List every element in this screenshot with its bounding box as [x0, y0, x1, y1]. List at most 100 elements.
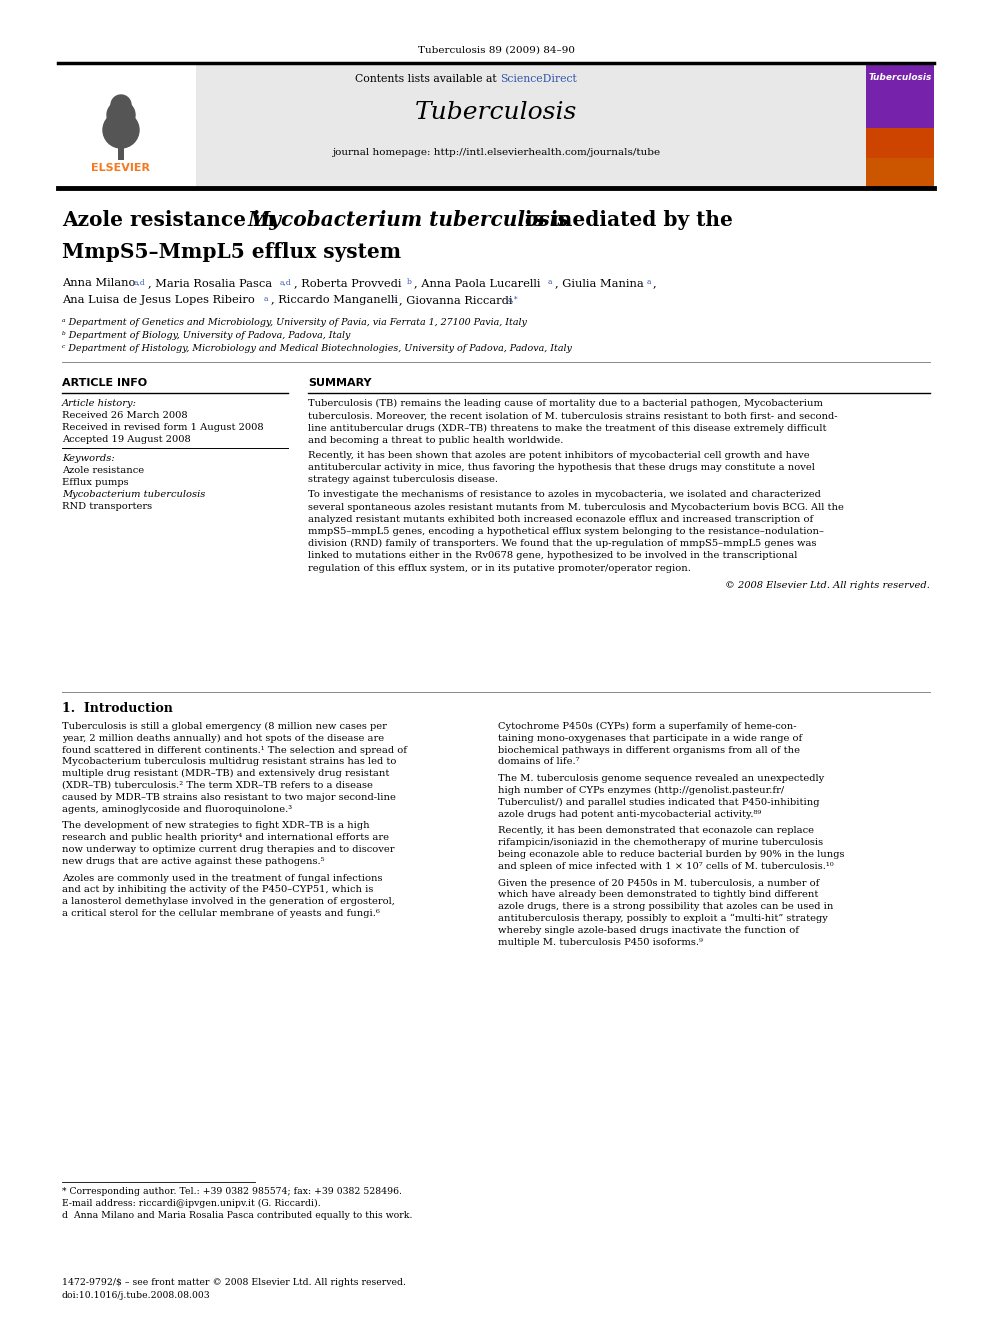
Text: a,d: a,d [134, 278, 146, 286]
FancyBboxPatch shape [866, 64, 934, 128]
Text: and act by inhibiting the activity of the P450–CYP51, which is: and act by inhibiting the activity of th… [62, 885, 373, 894]
Text: ᶜ Department of Histology, Microbiology and Medical Biotechnologies, University : ᶜ Department of Histology, Microbiology … [62, 344, 571, 353]
Text: ᵃ Department of Genetics and Microbiology, University of Pavia, via Ferrata 1, 2: ᵃ Department of Genetics and Microbiolog… [62, 318, 527, 327]
Text: E-mail address: riccardi@ipvgen.unipv.it (G. Riccardi).: E-mail address: riccardi@ipvgen.unipv.it… [62, 1199, 320, 1208]
Text: ARTICLE INFO: ARTICLE INFO [62, 378, 147, 388]
Text: azole drugs had potent anti-mycobacterial activity.⁸⁹: azole drugs had potent anti-mycobacteria… [498, 810, 761, 819]
Text: b: b [407, 278, 412, 286]
Text: linked to mutations either in the Rv0678 gene, hypothesized to be involved in th: linked to mutations either in the Rv0678… [308, 552, 798, 561]
Text: To investigate the mechanisms of resistance to azoles in mycobacteria, we isolat: To investigate the mechanisms of resista… [308, 491, 820, 499]
Text: , Anna Paola Lucarelli: , Anna Paola Lucarelli [414, 278, 541, 288]
Text: ScienceDirect: ScienceDirect [500, 74, 576, 83]
Text: 1.  Introduction: 1. Introduction [62, 703, 173, 714]
Text: Anna Milano: Anna Milano [62, 278, 135, 288]
Text: Tuberculist/) and parallel studies indicated that P450-inhibiting: Tuberculist/) and parallel studies indic… [498, 798, 819, 807]
Circle shape [111, 95, 131, 115]
Text: multiple drug resistant (MDR–TB) and extensively drug resistant: multiple drug resistant (MDR–TB) and ext… [62, 769, 390, 778]
Text: Received 26 March 2008: Received 26 March 2008 [62, 411, 187, 419]
Text: , Riccardo Manganelli: , Riccardo Manganelli [271, 295, 398, 306]
Text: Article history:: Article history: [62, 400, 137, 407]
Circle shape [107, 101, 135, 130]
Text: Azole resistance in: Azole resistance in [62, 210, 283, 230]
Text: 1472-9792/$ – see front matter © 2008 Elsevier Ltd. All rights reserved.: 1472-9792/$ – see front matter © 2008 El… [62, 1278, 406, 1287]
Text: Mycobacterium tuberculosis multidrug resistant strains has led to: Mycobacterium tuberculosis multidrug res… [62, 757, 397, 766]
Text: RND transporters: RND transporters [62, 501, 152, 511]
Text: found scattered in different continents.¹ The selection and spread of: found scattered in different continents.… [62, 746, 407, 754]
Text: Mycobacterium tuberculosis: Mycobacterium tuberculosis [62, 490, 205, 499]
Text: ELSEVIER: ELSEVIER [91, 163, 151, 173]
Text: The development of new strategies to fight XDR–TB is a high: The development of new strategies to fig… [62, 822, 370, 831]
Text: doi:10.1016/j.tube.2008.08.003: doi:10.1016/j.tube.2008.08.003 [62, 1291, 210, 1301]
Text: which have already been demonstrated to tightly bind different: which have already been demonstrated to … [498, 890, 818, 900]
Text: antituberculosis therapy, possibly to exploit a “multi-hit” strategy: antituberculosis therapy, possibly to ex… [498, 914, 828, 923]
Text: whereby single azole-based drugs inactivate the function of: whereby single azole-based drugs inactiv… [498, 926, 799, 935]
Circle shape [103, 112, 139, 148]
Text: analyzed resistant mutants exhibited both increased econazole efflux and increas: analyzed resistant mutants exhibited bot… [308, 515, 813, 524]
Text: regulation of this efflux system, or in its putative promoter/operator region.: regulation of this efflux system, or in … [308, 564, 690, 573]
Text: Accepted 19 August 2008: Accepted 19 August 2008 [62, 435, 190, 445]
Text: agents, aminoglycoside and fluoroquinolone.³: agents, aminoglycoside and fluoroquinolo… [62, 804, 292, 814]
Text: ᵇ Department of Biology, University of Padova, Padova, Italy: ᵇ Department of Biology, University of P… [62, 331, 350, 340]
Text: azole drugs, there is a strong possibility that azoles can be used in: azole drugs, there is a strong possibili… [498, 902, 833, 912]
Text: Ana Luisa de Jesus Lopes Ribeiro: Ana Luisa de Jesus Lopes Ribeiro [62, 295, 255, 306]
Text: Azole resistance: Azole resistance [62, 466, 144, 475]
Text: Cytochrome P450s (CYPs) form a superfamily of heme-con-: Cytochrome P450s (CYPs) form a superfami… [498, 722, 797, 732]
Text: , Giulia Manina: , Giulia Manina [555, 278, 644, 288]
Text: now underway to optimize current drug therapies and to discover: now underway to optimize current drug th… [62, 845, 395, 855]
Text: biochemical pathways in different organisms from all of the: biochemical pathways in different organi… [498, 746, 800, 754]
Text: Mycobacterium tuberculosis: Mycobacterium tuberculosis [248, 210, 569, 230]
Text: and becoming a threat to public health worldwide.: and becoming a threat to public health w… [308, 435, 563, 445]
Text: a critical sterol for the cellular membrane of yeasts and fungi.⁶: a critical sterol for the cellular membr… [62, 909, 380, 918]
Text: , Roberta Provvedi: , Roberta Provvedi [294, 278, 402, 288]
Text: rifampicin/isoniazid in the chemotherapy of murine tuberculosis: rifampicin/isoniazid in the chemotherapy… [498, 839, 823, 847]
Text: tuberculosis. Moreover, the recent isolation of M. tuberculosis strains resistan: tuberculosis. Moreover, the recent isola… [308, 411, 837, 421]
Text: several spontaneous azoles resistant mutants from M. tuberculosis and Mycobacter: several spontaneous azoles resistant mut… [308, 503, 844, 512]
Text: a: a [264, 295, 269, 303]
Text: * Corresponding author. Tel.: +39 0382 985574; fax: +39 0382 528496.: * Corresponding author. Tel.: +39 0382 9… [62, 1187, 402, 1196]
Text: domains of life.⁷: domains of life.⁷ [498, 757, 579, 766]
Text: line antitubercular drugs (XDR–TB) threatens to make the treatment of this disea: line antitubercular drugs (XDR–TB) threa… [308, 423, 826, 433]
Text: c: c [392, 295, 396, 303]
Text: research and public health priority⁴ and international efforts are: research and public health priority⁴ and… [62, 833, 389, 843]
FancyBboxPatch shape [866, 128, 934, 157]
Text: new drugs that are active against these pathogens.⁵: new drugs that are active against these … [62, 857, 324, 865]
Text: mmpS5–mmpL5 genes, encoding a hypothetical efflux system belonging to the resist: mmpS5–mmpL5 genes, encoding a hypothetic… [308, 527, 824, 536]
Text: a: a [548, 278, 553, 286]
Text: Contents lists available at: Contents lists available at [355, 74, 500, 83]
Text: being econazole able to reduce bacterial burden by 90% in the lungs: being econazole able to reduce bacterial… [498, 849, 844, 859]
Text: Efflux pumps: Efflux pumps [62, 478, 129, 487]
Text: Recently, it has been shown that azoles are potent inhibitors of mycobacterial c: Recently, it has been shown that azoles … [308, 451, 809, 460]
Text: strategy against tuberculosis disease.: strategy against tuberculosis disease. [308, 475, 498, 484]
Text: ,: , [653, 278, 657, 288]
Text: Recently, it has been demonstrated that econazole can replace: Recently, it has been demonstrated that … [498, 827, 814, 835]
FancyBboxPatch shape [58, 64, 196, 188]
Text: Tuberculosis: Tuberculosis [415, 101, 577, 124]
Text: Received in revised form 1 August 2008: Received in revised form 1 August 2008 [62, 423, 264, 433]
Text: , Maria Rosalia Pasca: , Maria Rosalia Pasca [148, 278, 272, 288]
Text: MmpS5–MmpL5 efflux system: MmpS5–MmpL5 efflux system [62, 242, 401, 262]
Text: a,d: a,d [280, 278, 292, 286]
Text: The M. tuberculosis genome sequence revealed an unexpectedly: The M. tuberculosis genome sequence reve… [498, 774, 824, 783]
Text: caused by MDR–TB strains also resistant to two major second-line: caused by MDR–TB strains also resistant … [62, 792, 396, 802]
Text: year, 2 million deaths annually) and hot spots of the disease are: year, 2 million deaths annually) and hot… [62, 734, 384, 744]
Text: taining mono-oxygenases that participate in a wide range of: taining mono-oxygenases that participate… [498, 734, 803, 742]
Text: Given the presence of 20 P450s in M. tuberculosis, a number of: Given the presence of 20 P450s in M. tub… [498, 878, 819, 888]
Text: Tuberculosis (TB) remains the leading cause of mortality due to a bacterial path: Tuberculosis (TB) remains the leading ca… [308, 400, 823, 407]
Text: a lanosterol demethylase involved in the generation of ergosterol,: a lanosterol demethylase involved in the… [62, 897, 395, 906]
Text: journal homepage: http://intl.elsevierhealth.com/journals/tube: journal homepage: http://intl.elsevierhe… [332, 148, 660, 157]
Text: Tuberculosis: Tuberculosis [868, 73, 931, 82]
FancyBboxPatch shape [118, 140, 124, 160]
Text: multiple M. tuberculosis P450 isoforms.⁹: multiple M. tuberculosis P450 isoforms.⁹ [498, 938, 703, 946]
FancyBboxPatch shape [866, 64, 934, 188]
Text: and spleen of mice infected with 1 × 10⁷ cells of M. tuberculosis.¹⁰: and spleen of mice infected with 1 × 10⁷… [498, 861, 833, 871]
Text: antitubercular activity in mice, thus favoring the hypothesis that these drugs m: antitubercular activity in mice, thus fa… [308, 463, 814, 472]
Text: is mediated by the: is mediated by the [518, 210, 733, 230]
Text: a: a [647, 278, 652, 286]
Text: high number of CYPs enzymes (http://genolist.pasteur.fr/: high number of CYPs enzymes (http://geno… [498, 786, 785, 795]
Text: © 2008 Elsevier Ltd. All rights reserved.: © 2008 Elsevier Ltd. All rights reserved… [725, 581, 930, 590]
Text: division (RND) family of transporters. We found that the up-regulation of mmpS5–: division (RND) family of transporters. W… [308, 540, 816, 548]
Text: (XDR–TB) tuberculosis.² The term XDR–TB refers to a disease: (XDR–TB) tuberculosis.² The term XDR–TB … [62, 781, 373, 790]
FancyBboxPatch shape [58, 64, 934, 188]
Text: a,*: a,* [508, 295, 519, 303]
Text: , Giovanna Riccardi: , Giovanna Riccardi [399, 295, 513, 306]
